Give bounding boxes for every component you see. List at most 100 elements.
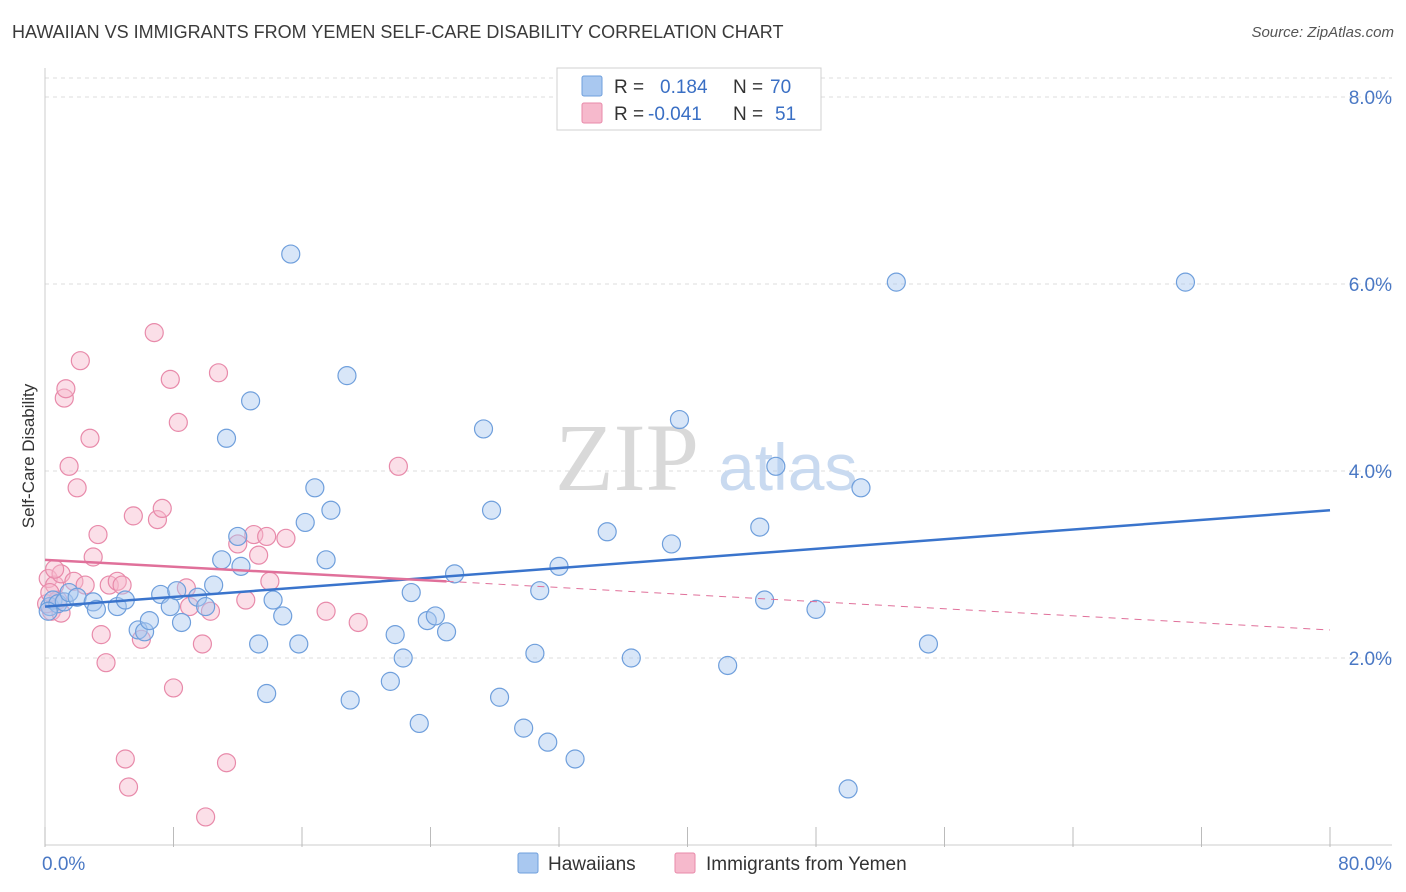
- data-point-yemen: [115, 749, 135, 769]
- data-point-hawaiians: [401, 582, 421, 603]
- data-point-hawaiians: [425, 606, 445, 626]
- legend-n-label: N =: [733, 104, 763, 125]
- legend-r-label: R =: [614, 104, 644, 125]
- data-point-hawaiians: [263, 590, 283, 610]
- data-point-hawaiians: [597, 522, 617, 542]
- data-point-hawaiians: [661, 534, 682, 554]
- trend-line-hawaiians: [44, 509, 1331, 608]
- legend-swatch-yemen: [581, 102, 603, 124]
- data-point-hawaiians: [1175, 272, 1196, 292]
- data-point-hawaiians: [228, 526, 248, 547]
- data-point-hawaiians: [340, 690, 360, 710]
- bottom-legend-label-hawaiians: Hawaiians: [548, 854, 636, 875]
- data-point-yemen: [276, 528, 296, 548]
- data-point-hawaiians: [249, 634, 269, 654]
- data-point-hawaiians: [851, 478, 871, 498]
- data-point-yemen: [118, 777, 139, 797]
- data-point-hawaiians: [385, 625, 405, 645]
- data-point-hawaiians: [514, 718, 534, 738]
- data-point-hawaiians: [257, 683, 277, 704]
- chart-title: HAWAIIAN VS IMMIGRANTS FROM YEMEN SELF-C…: [12, 22, 784, 42]
- data-point-hawaiians: [489, 687, 510, 707]
- bottom-legend-swatch-yemen: [674, 852, 696, 874]
- data-point-hawaiians: [766, 456, 786, 476]
- data-point-yemen: [88, 524, 108, 545]
- data-point-yemen: [123, 506, 143, 526]
- data-point-hawaiians: [481, 500, 502, 520]
- watermark-atlas: atlas: [718, 430, 857, 504]
- data-point-hawaiians: [241, 391, 261, 411]
- legend-n-value-yemen: 51: [775, 104, 796, 125]
- data-point-hawaiians: [231, 556, 251, 576]
- data-point-hawaiians: [538, 732, 558, 752]
- data-point-hawaiians: [409, 713, 429, 734]
- y-tick-label: 4.0%: [1349, 462, 1392, 483]
- y-tick-label: 2.0%: [1349, 649, 1392, 670]
- legend-r-value-hawaiians: 0.184: [660, 77, 708, 98]
- watermark-zip: ZIP: [555, 404, 699, 511]
- series-hawaiians: [38, 244, 1196, 799]
- data-point-hawaiians: [669, 409, 690, 430]
- data-point-hawaiians: [289, 634, 309, 654]
- data-point-hawaiians: [171, 612, 192, 633]
- x-tick-label-min: 0.0%: [42, 854, 85, 875]
- x-tick-label-max: 80.0%: [1338, 854, 1392, 875]
- y-tick-label: 8.0%: [1349, 88, 1392, 109]
- correlation-legend: R = 0.184 N = 70 R = -0.041 N = 51: [556, 67, 822, 131]
- data-point-hawaiians: [806, 599, 826, 619]
- data-point-hawaiians: [305, 478, 325, 498]
- data-point-hawaiians: [754, 590, 775, 610]
- tick-labels: 2.0% 4.0% 6.0% 8.0% 0.0% 80.0% Self-Care Disab…: [19, 88, 1392, 875]
- legend-swatch-hawaiians: [581, 75, 603, 97]
- data-point-yemen: [64, 571, 84, 591]
- data-point-yemen: [388, 456, 408, 476]
- data-point-yemen: [59, 456, 79, 476]
- data-point-hawaiians: [436, 622, 457, 642]
- bottom-legend-label-yemen: Immigrants from Yemen: [706, 854, 907, 875]
- data-point-hawaiians: [212, 550, 232, 570]
- data-point-hawaiians: [886, 272, 906, 292]
- trend-line-yemen: [44, 558, 447, 583]
- series-legend: Hawaiians Immigrants from Yemen: [517, 852, 907, 875]
- legend-n-value-hawaiians: 70: [770, 77, 791, 98]
- data-point-hawaiians: [473, 419, 494, 439]
- data-point-hawaiians: [525, 643, 545, 663]
- legend-r-value-yemen: -0.041: [648, 104, 702, 125]
- data-point-yemen: [257, 526, 277, 547]
- data-point-yemen: [152, 498, 172, 518]
- data-point-yemen: [147, 510, 168, 530]
- data-point-hawaiians: [393, 648, 413, 668]
- data-point-yemen: [144, 323, 164, 343]
- data-point-yemen: [67, 478, 87, 498]
- data-point-hawaiians: [918, 634, 939, 654]
- data-point-yemen: [168, 412, 188, 432]
- data-point-yemen: [196, 807, 216, 827]
- data-point-yemen: [208, 363, 229, 383]
- y-axis-title: Self-Care Disability: [19, 383, 38, 528]
- bottom-legend-swatch-hawaiians: [517, 852, 539, 874]
- data-point-hawaiians: [565, 749, 585, 769]
- watermark: ZIP atlas: [555, 404, 857, 511]
- legend-n-label: N =: [733, 77, 763, 98]
- data-point-hawaiians: [216, 428, 237, 448]
- data-point-yemen: [80, 428, 100, 448]
- data-point-hawaiians: [281, 244, 301, 264]
- data-point-hawaiians: [750, 517, 770, 537]
- data-point-hawaiians: [337, 366, 357, 386]
- data-point-yemen: [260, 571, 280, 591]
- y-tick-label: 6.0%: [1349, 275, 1392, 296]
- data-point-yemen: [160, 369, 180, 389]
- data-point-yemen: [192, 634, 213, 654]
- axis-layer: [44, 68, 1392, 847]
- data-point-hawaiians: [204, 575, 224, 595]
- data-point-yemen: [112, 575, 132, 595]
- data-point-hawaiians: [621, 648, 641, 668]
- data-point-hawaiians: [86, 599, 107, 619]
- data-point-hawaiians: [838, 779, 858, 799]
- data-point-hawaiians: [273, 606, 293, 626]
- trend-lines: [44, 509, 1331, 631]
- data-point-hawaiians: [196, 596, 216, 617]
- data-point-hawaiians: [316, 550, 336, 570]
- trend-line-yemen-extrapolated: [446, 580, 1331, 631]
